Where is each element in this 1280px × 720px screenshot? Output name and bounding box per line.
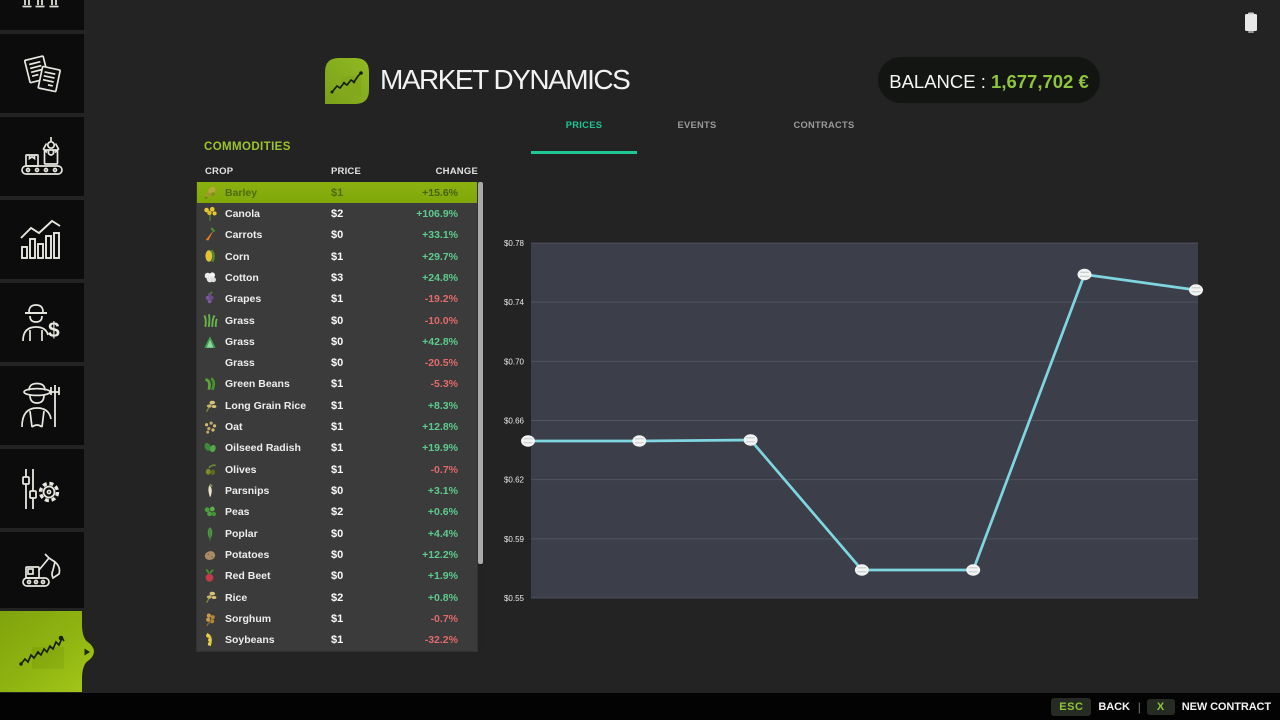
svg-text:$0.62: $0.62 <box>504 476 525 485</box>
svg-text:$0.78: $0.78 <box>504 239 525 248</box>
svg-text:$0.55: $0.55 <box>504 594 525 603</box>
svg-text:$: $ <box>48 319 60 342</box>
svg-text:$0.59: $0.59 <box>504 535 525 544</box>
svg-text:$0.66: $0.66 <box>504 417 525 426</box>
svg-text:$0.70: $0.70 <box>504 357 525 366</box>
svg-text:$0.74: $0.74 <box>504 298 525 307</box>
